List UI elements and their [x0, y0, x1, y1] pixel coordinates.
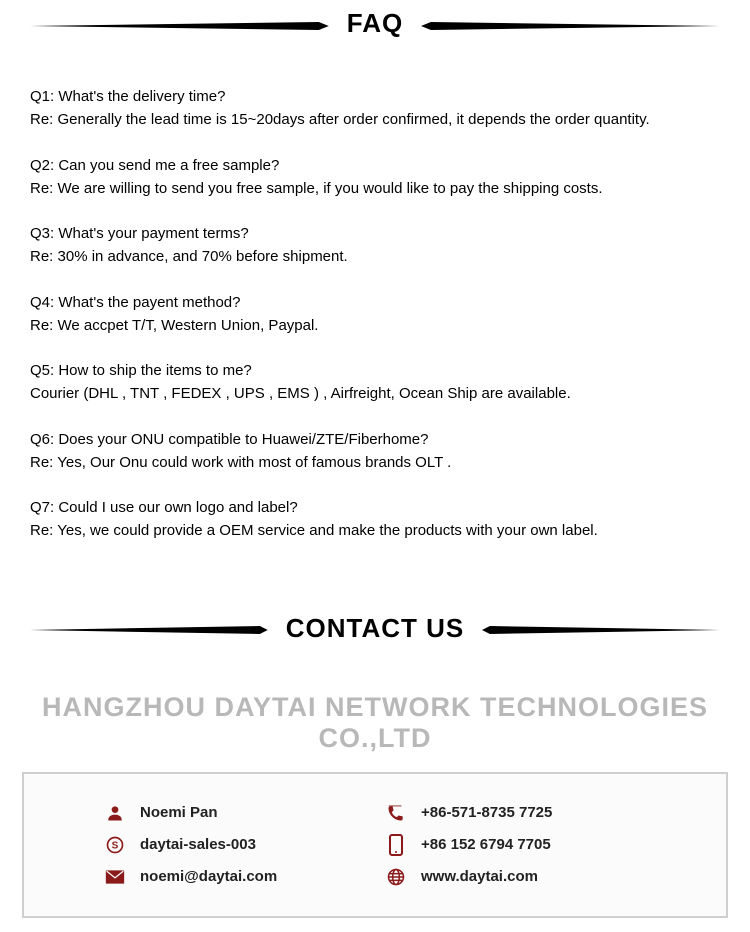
- faq-answer: Re: 30% in advance, and 70% before shipm…: [30, 245, 720, 268]
- divider-right: [482, 625, 720, 631]
- faq-answer: Re: Yes, Our Onu could work with most of…: [30, 451, 720, 474]
- company-name: HANGZHOU DAYTAI NETWORK TECHNOLOGIES CO.…: [0, 660, 750, 772]
- faq-item: Q6: Does your ONU compatible to Huawei/Z…: [30, 428, 720, 475]
- faq-question: Q2: Can you send me a free sample?: [30, 154, 720, 177]
- contact-col-left: Noemi Pan S daytai-sales-003 noemi@dayta…: [104, 802, 385, 888]
- faq-answer: Courier (DHL , TNT , FEDEX , UPS , EMS )…: [30, 382, 720, 405]
- contact-col-right: +86-571-8735 7725 +86 152 6794 7705 www.…: [385, 802, 666, 888]
- faq-title: FAQ: [329, 8, 421, 39]
- faq-item: Q7: Could I use our own logo and label? …: [30, 496, 720, 543]
- contact-mobile: +86 152 6794 7705: [385, 834, 666, 856]
- faq-question: Q1: What's the delivery time?: [30, 85, 720, 108]
- faq-answer: Re: We are willing to send you free samp…: [30, 177, 720, 200]
- contact-title: CONTACT US: [268, 613, 483, 644]
- faq-item: Q3: What's your payment terms? Re: 30% i…: [30, 222, 720, 269]
- faq-item: Q1: What's the delivery time? Re: Genera…: [30, 85, 720, 132]
- faq-question: Q5: How to ship the items to me?: [30, 359, 720, 382]
- faq-body: Q1: What's the delivery time? Re: Genera…: [0, 55, 750, 605]
- faq-item: Q2: Can you send me a free sample? Re: W…: [30, 154, 720, 201]
- contact-card: Noemi Pan S daytai-sales-003 noemi@dayta…: [22, 772, 728, 918]
- mobile-icon: [385, 834, 407, 856]
- faq-question: Q3: What's your payment terms?: [30, 222, 720, 245]
- faq-question: Q4: What's the payent method?: [30, 291, 720, 314]
- contact-value: daytai-sales-003: [140, 836, 256, 853]
- svg-text:S: S: [112, 840, 119, 851]
- contact-value: Noemi Pan: [140, 804, 218, 821]
- contact-header: CONTACT US: [0, 605, 750, 660]
- faq-item: Q4: What's the payent method? Re: We acc…: [30, 291, 720, 338]
- faq-answer: Re: Generally the lead time is 15~20days…: [30, 108, 720, 131]
- contact-value: +86-571-8735 7725: [421, 804, 552, 821]
- skype-icon: S: [104, 834, 126, 856]
- person-icon: [104, 802, 126, 824]
- divider-left: [30, 625, 268, 631]
- faq-answer: Re: Yes, we could provide a OEM service …: [30, 519, 720, 542]
- divider-left: [30, 21, 329, 27]
- contact-skype: S daytai-sales-003: [104, 834, 385, 856]
- faq-answer: Re: We accpet T/T, Western Union, Paypal…: [30, 314, 720, 337]
- faq-header: FAQ: [0, 0, 750, 55]
- contact-person: Noemi Pan: [104, 802, 385, 824]
- contact-value: +86 152 6794 7705: [421, 836, 551, 853]
- faq-item: Q5: How to ship the items to me? Courier…: [30, 359, 720, 406]
- divider-right: [421, 21, 720, 27]
- phone-icon: [385, 802, 407, 824]
- faq-question: Q7: Could I use our own logo and label?: [30, 496, 720, 519]
- faq-question: Q6: Does your ONU compatible to Huawei/Z…: [30, 428, 720, 451]
- contact-phone: +86-571-8735 7725: [385, 802, 666, 824]
